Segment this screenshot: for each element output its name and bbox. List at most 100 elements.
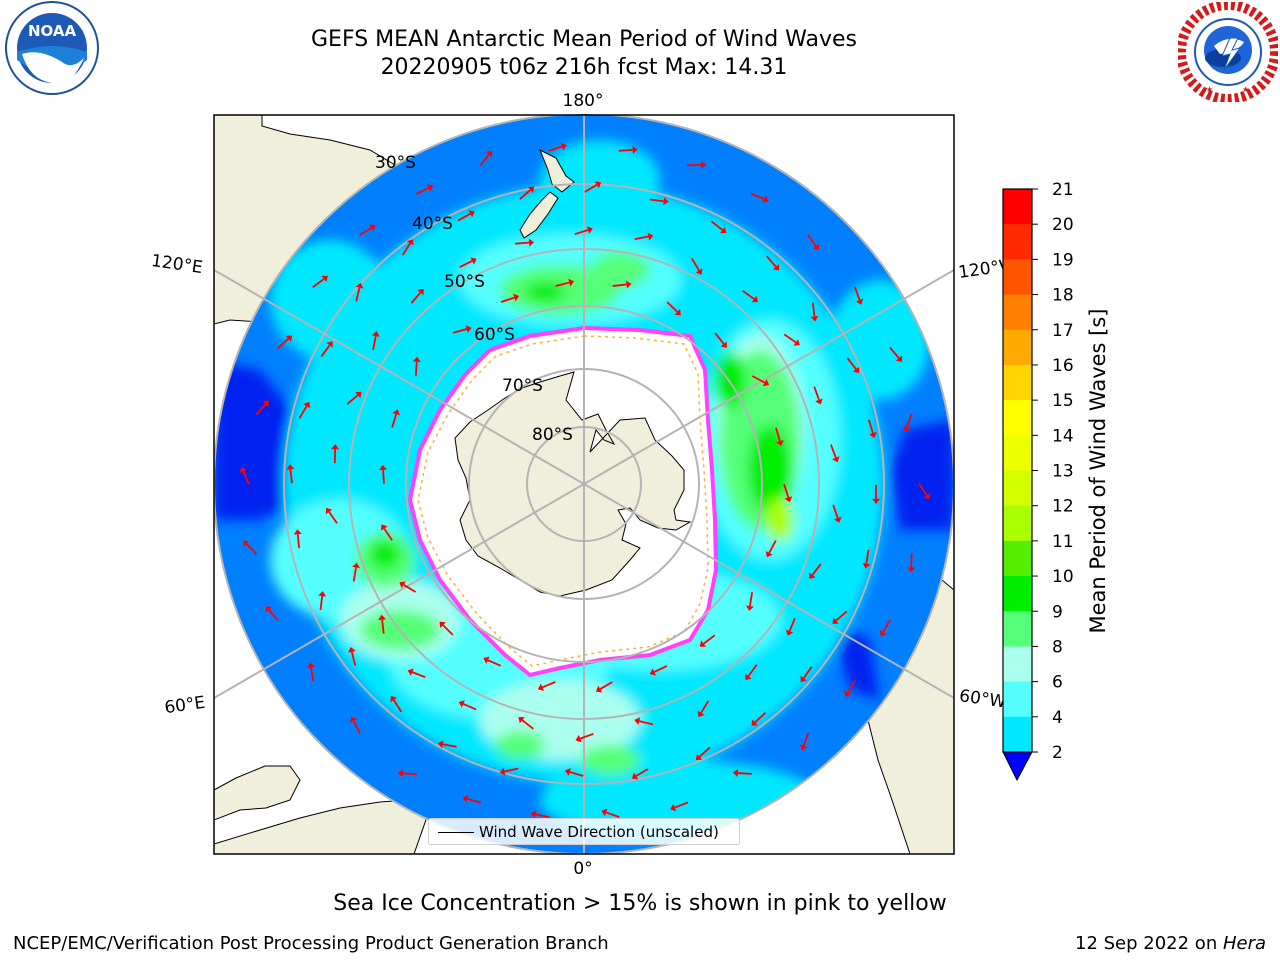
wave-direction-arrow: [807, 234, 817, 247]
wave-direction-arrowhead: [537, 683, 545, 692]
wave-direction-arrowhead: [751, 719, 758, 726]
wave-direction-arrow: [802, 732, 810, 747]
wave-direction-arrowhead: [762, 379, 770, 387]
wave-direction-arrowhead: [407, 668, 414, 676]
colorbar-tick-label: 19: [1052, 250, 1074, 270]
wave-direction-arrowhead: [397, 769, 404, 778]
footer-host: Hera: [1222, 933, 1266, 954]
wave-direction-arrow: [459, 260, 473, 268]
wave-direction-arrowhead: [903, 425, 911, 432]
wave-direction-arrow: [910, 553, 913, 568]
wave-direction-arrow: [515, 241, 530, 245]
wave-direction-arrow: [605, 811, 620, 818]
colorbar-tick-label: 18: [1052, 286, 1074, 306]
wave-direction-arrowhead: [879, 630, 887, 637]
wave-direction-arrowhead: [355, 282, 364, 289]
wave-direction-arrowhead: [499, 767, 506, 776]
colorbar-band: [1003, 646, 1032, 683]
wave-direction-arrow: [487, 659, 502, 667]
wave-direction-arrow: [766, 255, 777, 268]
wave-direction-arrow: [737, 772, 752, 775]
wave-direction-arrowhead: [815, 398, 823, 405]
wave-direction-arrowhead: [649, 668, 657, 676]
wave-direction-arrow: [346, 394, 359, 405]
wave-direction-arrowhead: [720, 341, 727, 348]
wave-direction-arrowhead: [528, 238, 535, 247]
colorbar-extend-triangle: [1002, 751, 1033, 782]
wave-direction-arrow: [328, 511, 338, 524]
wave-direction-arrowhead: [631, 772, 639, 780]
wave-direction-arrow: [768, 540, 777, 554]
wave-direction-arrow: [411, 671, 426, 679]
lat-label-70s: 70°S: [502, 376, 543, 396]
wave-direction-arrow: [467, 798, 482, 804]
wave-direction-arrowhead: [800, 675, 807, 683]
new-zealand-north-island: [539, 148, 575, 193]
lat-label-50s: 50°S: [444, 272, 485, 292]
wave-direction-arrowhead: [485, 150, 493, 158]
colorbar-band: [1003, 716, 1032, 753]
wave-direction-arrowhead: [852, 366, 860, 374]
wave-direction-arrowhead: [458, 700, 465, 708]
wave-direction-arrow: [352, 567, 357, 582]
colorbar-label: Mean Period of Wind Waves [s]: [1086, 309, 1110, 634]
wave-direction-arrowhead: [695, 268, 703, 275]
wave-direction-arrow: [548, 145, 563, 152]
wave-direction-arrowhead: [784, 496, 793, 503]
wave-direction-arrow: [579, 732, 594, 740]
footer-date: 12 Sep 2022 on Hera: [1075, 933, 1266, 954]
wave-direction-arrow: [350, 651, 357, 666]
wave-direction-arrowhead: [751, 295, 759, 303]
wave-direction-arrowhead: [809, 572, 816, 579]
wave-direction-arrowhead: [399, 581, 406, 589]
wave-direction-arrowhead: [575, 734, 582, 743]
wave-direction-arrow: [906, 413, 913, 428]
wave-direction-arrow: [612, 283, 627, 287]
wave-direction-arrow: [383, 528, 393, 541]
figure-title: GEFS MEAN Antarctic Mean Period of Wind …: [311, 27, 857, 52]
wave-direction-arrow: [372, 335, 377, 350]
footer-date-text: 12 Sep 2022 on: [1075, 933, 1223, 954]
wave-direction-arrowhead: [872, 498, 881, 504]
colorbar-band: [1003, 435, 1032, 471]
nws-star-left: ★: [1206, 85, 1213, 94]
wave-direction-arrowhead: [352, 562, 360, 569]
wave-direction-arrow: [750, 192, 765, 200]
wave-direction-arrow: [634, 235, 649, 241]
colorbar-band: [1003, 540, 1032, 577]
wave-direction-arrowhead: [923, 493, 931, 500]
wave-direction-arrowhead: [379, 464, 388, 471]
wave-direction-arrowhead: [670, 803, 677, 812]
wave-direction-arrow: [320, 344, 331, 358]
wave-direction-arrowhead: [285, 335, 293, 342]
wave-direction-arrowhead: [468, 210, 475, 218]
colorbar-tick-label: 20: [1052, 215, 1074, 235]
wave-direction-arrowhead: [439, 621, 446, 628]
wave-direction-arrowhead: [732, 769, 739, 778]
wave-direction-arrow: [462, 703, 477, 711]
wave-direction-arrow: [618, 148, 633, 152]
wave-direction-arrow: [775, 427, 781, 442]
wave-direction-arrowhead: [347, 646, 356, 653]
colorbar-tick-label: 10: [1052, 567, 1074, 587]
colorbar-tick-label: 11: [1052, 532, 1074, 552]
wave-direction-arrow: [918, 483, 928, 496]
wave-direction-arrowhead: [307, 662, 315, 668]
new-zealand-south-island: [519, 191, 559, 239]
wave-direction-arrow: [802, 666, 813, 679]
colorbar-tick-label: 21: [1052, 180, 1074, 200]
wave-direction-arrowhead: [417, 288, 424, 296]
lat-label-40s: 40°S: [412, 214, 453, 234]
colorbar-band: [1003, 611, 1032, 647]
wave-direction-arrowhead: [907, 567, 916, 573]
colorbar-band: [1003, 470, 1032, 507]
wave-direction-arrow: [653, 665, 668, 673]
wave-direction-arrowhead: [762, 195, 769, 203]
legend-line-sample: [438, 832, 474, 833]
wave-direction-arrowhead: [745, 673, 752, 681]
wave-direction-arrowhead: [321, 275, 328, 283]
africa-land: [214, 765, 301, 821]
lon-label-0: 0°: [573, 859, 592, 879]
colorbar-band: [1003, 505, 1032, 542]
wave-direction-arrowhead: [632, 145, 638, 154]
